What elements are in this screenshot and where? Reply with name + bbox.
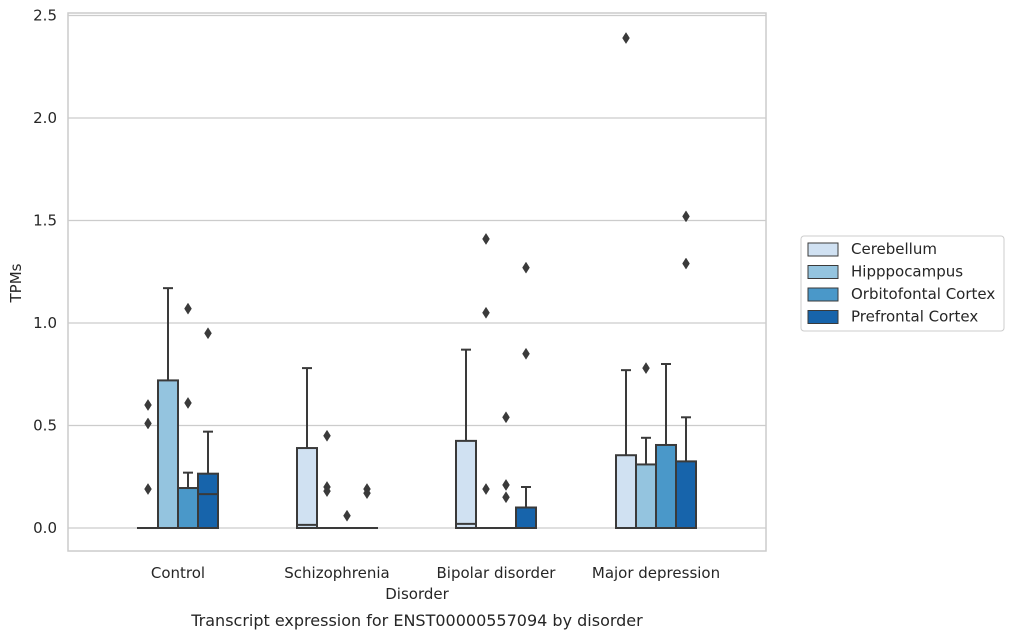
outlier-point bbox=[204, 327, 212, 340]
legend: Cerebellum Hipppocampus Orbitofontal Corte… bbox=[800, 235, 1005, 332]
box-hipppocampus bbox=[475, 232, 497, 530]
box-hipppocampus bbox=[157, 287, 179, 529]
x-tick-label: Schizophrenia bbox=[284, 564, 389, 582]
legend-label: Cerebellum bbox=[851, 240, 937, 258]
y-tick-label: 1.5 bbox=[33, 212, 57, 230]
y-tick-label: 0.5 bbox=[33, 417, 57, 435]
x-axis-label: Disorder bbox=[385, 585, 449, 603]
outlier-point bbox=[482, 483, 490, 496]
box-body bbox=[455, 439, 477, 529]
box-prefrontal-cortex bbox=[356, 483, 378, 530]
outlier-point bbox=[144, 399, 152, 411]
outlier-point bbox=[682, 210, 690, 223]
legend-label: Prefrontal Cortex bbox=[851, 308, 978, 326]
x-tick-label: Bipolar disorder bbox=[437, 564, 557, 582]
outlier-point bbox=[363, 487, 371, 500]
outlier-point bbox=[682, 257, 690, 270]
box-orbitofontal-cortex bbox=[495, 411, 517, 530]
box-body bbox=[197, 472, 219, 529]
y-tick-label: 1.0 bbox=[33, 314, 57, 332]
y-tick-label: 0.0 bbox=[33, 519, 57, 537]
chart-caption: Transcript expression for ENST0000055709… bbox=[190, 611, 643, 630]
box-body bbox=[635, 463, 657, 530]
box-body bbox=[157, 379, 179, 529]
legend-swatch bbox=[807, 242, 839, 257]
plot-area bbox=[67, 12, 767, 552]
outlier-point bbox=[144, 483, 152, 496]
outlier-point bbox=[323, 485, 331, 498]
box-body bbox=[296, 447, 318, 529]
outlier-point bbox=[642, 362, 650, 375]
outlier-point bbox=[482, 232, 490, 245]
box-body bbox=[177, 487, 199, 529]
y-tick-labels: 0.0 0.5 1.0 1.5 2.0 2.5 bbox=[33, 7, 57, 538]
outlier-point bbox=[343, 509, 351, 522]
box-body bbox=[615, 454, 637, 530]
outlier-point bbox=[502, 491, 510, 504]
legend-swatch bbox=[807, 265, 839, 279]
legend-label: Hipppocampus bbox=[851, 263, 963, 281]
outlier-point bbox=[522, 261, 530, 274]
outlier-point bbox=[622, 32, 630, 45]
box-prefrontal-cortex bbox=[515, 261, 537, 529]
legend-label: Orbitofontal Cortex bbox=[851, 285, 995, 303]
box-hipppocampus bbox=[316, 429, 338, 530]
box-body bbox=[655, 443, 677, 530]
x-tick-label: Major depression bbox=[592, 564, 720, 582]
outlier-point bbox=[184, 302, 192, 315]
outlier-point bbox=[502, 411, 510, 424]
x-tick-labels: Control Schizophrenia Bipolar disorder Majo… bbox=[151, 564, 720, 582]
y-tick-label: 2.0 bbox=[33, 109, 57, 127]
box-prefrontal-cortex bbox=[675, 210, 697, 529]
box-body bbox=[675, 460, 697, 529]
boxes bbox=[137, 32, 697, 530]
outlier-point bbox=[522, 347, 530, 360]
outlier-point bbox=[144, 417, 152, 430]
outlier-point bbox=[502, 478, 510, 491]
y-tick-label: 2.5 bbox=[33, 7, 57, 25]
box-body bbox=[515, 506, 537, 529]
outlier-point bbox=[323, 429, 331, 442]
box-cerebellum bbox=[296, 367, 318, 529]
box-orbitofontal-cortex bbox=[655, 363, 677, 530]
legend-swatch bbox=[807, 287, 839, 302]
legend-swatch bbox=[807, 310, 839, 324]
x-tick-label: Control bbox=[151, 564, 205, 582]
outlier-point bbox=[184, 396, 192, 409]
legend-frame bbox=[800, 235, 1005, 332]
outlier-point bbox=[482, 306, 490, 319]
box-cerebellum bbox=[455, 348, 477, 529]
box-prefrontal-cortex bbox=[197, 327, 219, 529]
y-axis-label: TPMs bbox=[7, 263, 25, 303]
